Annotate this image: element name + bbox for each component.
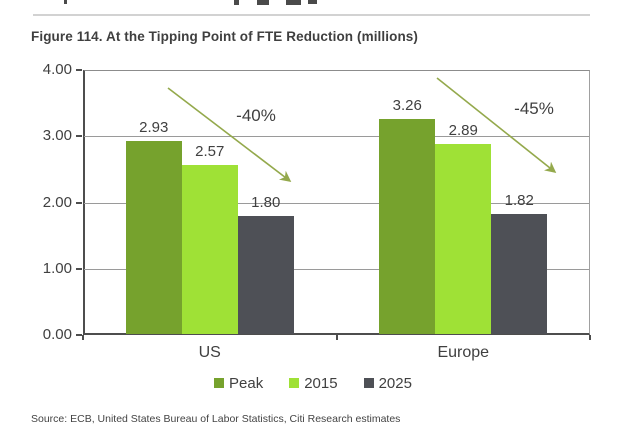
bar-us-2025 [237, 215, 294, 334]
clipped-text-fragment [308, 0, 317, 4]
legend-item-2015: 2015 [289, 374, 338, 392]
legend-swatch-icon [289, 378, 300, 388]
clipped-text-fragment [286, 0, 301, 5]
bar-europe-2025 [491, 214, 548, 334]
legend-item-peak: Peak [214, 375, 263, 392]
gridline [84, 268, 589, 270]
x-axis-tick-mark [82, 335, 84, 340]
chart-title: Figure 114. At the Tipping Point of FTE … [31, 29, 418, 44]
legend-item-2025: 2025 [363, 374, 412, 392]
bar-value-label: 1.82 [504, 192, 534, 210]
gridline [84, 202, 589, 204]
y-axis-tick-mark [76, 334, 82, 336]
legend-swatch-icon [363, 378, 374, 388]
x-axis-tick-mark [335, 335, 338, 340]
x-axis-tick-mark [589, 335, 591, 340]
clipped-text-fragment [234, 0, 239, 5]
europe-change-annotation: -45% [514, 99, 554, 118]
y-axis-tick-mark [76, 135, 82, 138]
x-axis-category-label: Europe [437, 344, 490, 361]
x-axis-category-label: US [198, 344, 221, 361]
y-axis-tick-label: 0.00 [42, 326, 72, 343]
y-axis-tick-label: 3.00 [42, 127, 72, 145]
bar-us-2015 [181, 164, 238, 334]
bar-us-peak [125, 140, 182, 334]
y-axis-tick-mark [76, 201, 82, 204]
bar-europe-peak [379, 119, 436, 334]
gridline [84, 136, 589, 138]
clipped-text-fragment [64, 0, 67, 4]
divider-line [33, 14, 590, 16]
y-axis-tick-mark [76, 267, 82, 270]
y-axis-tick-label: 1.00 [42, 259, 72, 277]
bar-europe-2015 [435, 143, 492, 334]
y-axis-tick-mark [76, 69, 82, 71]
legend-label: Peak [229, 374, 264, 392]
chart-legend: Peak 2015 2025 [83, 373, 543, 393]
legend-label: 2015 [304, 374, 338, 392]
y-axis-tick-label: 2.00 [42, 193, 72, 211]
bar-value-label: 3.26 [392, 97, 422, 115]
y-axis-tick-label: 4.00 [42, 61, 72, 78]
bar-value-label: 2.89 [448, 121, 478, 139]
source-text: Source: ECB, United States Bureau of Lab… [31, 413, 401, 425]
us-change-annotation: -40% [236, 106, 276, 125]
bar-value-label: 2.93 [139, 118, 169, 136]
clipped-text-fragment [257, 0, 269, 5]
legend-label: 2025 [378, 374, 412, 392]
legend-swatch-icon [214, 378, 225, 388]
bar-value-label: 2.57 [195, 142, 225, 160]
bar-value-label: 1.80 [251, 193, 281, 211]
